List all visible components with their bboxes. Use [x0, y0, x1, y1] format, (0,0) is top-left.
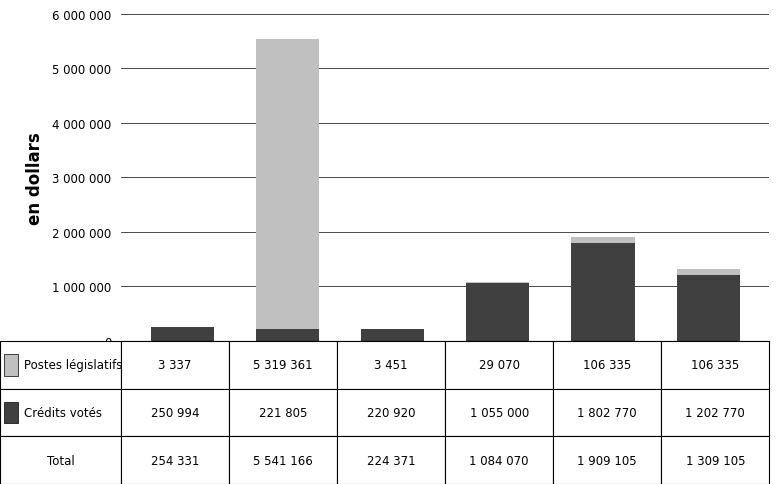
- Text: 29 070: 29 070: [479, 359, 519, 372]
- Text: 1 055 000: 1 055 000: [469, 406, 529, 419]
- Text: 1 309 105: 1 309 105: [686, 454, 745, 467]
- Text: 5 319 361: 5 319 361: [253, 359, 313, 372]
- Text: 250 994: 250 994: [151, 406, 199, 419]
- Bar: [662, 341, 769, 389]
- Text: 3 451: 3 451: [374, 359, 408, 372]
- Bar: [445, 437, 553, 484]
- Bar: [676, 270, 740, 276]
- Bar: [255, 329, 319, 341]
- Bar: [151, 328, 214, 341]
- Bar: [553, 389, 662, 437]
- Bar: [553, 341, 662, 389]
- Bar: [4, 354, 18, 376]
- Text: 3 337: 3 337: [159, 359, 192, 372]
- Text: Postes législatifs: Postes législatifs: [24, 359, 123, 372]
- Text: 254 331: 254 331: [151, 454, 199, 467]
- Bar: [4, 402, 18, 424]
- Text: 106 335: 106 335: [691, 359, 740, 372]
- Text: 106 335: 106 335: [583, 359, 631, 372]
- Bar: [662, 389, 769, 437]
- Bar: [466, 282, 530, 284]
- Text: 5 541 166: 5 541 166: [253, 454, 313, 467]
- Text: 220 920: 220 920: [367, 406, 415, 419]
- Bar: [121, 389, 229, 437]
- Text: 1 802 770: 1 802 770: [577, 406, 637, 419]
- Bar: [0, 437, 121, 484]
- Bar: [229, 389, 337, 437]
- Bar: [445, 389, 553, 437]
- Bar: [121, 437, 229, 484]
- Bar: [337, 341, 445, 389]
- Text: Crédits votés: Crédits votés: [24, 406, 102, 419]
- Bar: [337, 389, 445, 437]
- Bar: [676, 276, 740, 341]
- Text: 224 371: 224 371: [367, 454, 415, 467]
- Bar: [572, 243, 635, 341]
- Bar: [445, 341, 553, 389]
- Y-axis label: en dollars: en dollars: [26, 132, 44, 224]
- Text: 1 202 770: 1 202 770: [686, 406, 745, 419]
- Bar: [662, 437, 769, 484]
- Text: 221 805: 221 805: [259, 406, 307, 419]
- Bar: [229, 341, 337, 389]
- Text: Total: Total: [47, 454, 74, 467]
- Bar: [0, 341, 121, 389]
- Text: 1 084 070: 1 084 070: [469, 454, 529, 467]
- Bar: [466, 284, 530, 341]
- Bar: [0, 389, 121, 437]
- Bar: [229, 437, 337, 484]
- Bar: [361, 329, 424, 341]
- Bar: [553, 437, 662, 484]
- Bar: [572, 237, 635, 243]
- Bar: [121, 341, 229, 389]
- Text: 1 909 105: 1 909 105: [577, 454, 637, 467]
- Bar: [337, 437, 445, 484]
- Bar: [255, 40, 319, 329]
